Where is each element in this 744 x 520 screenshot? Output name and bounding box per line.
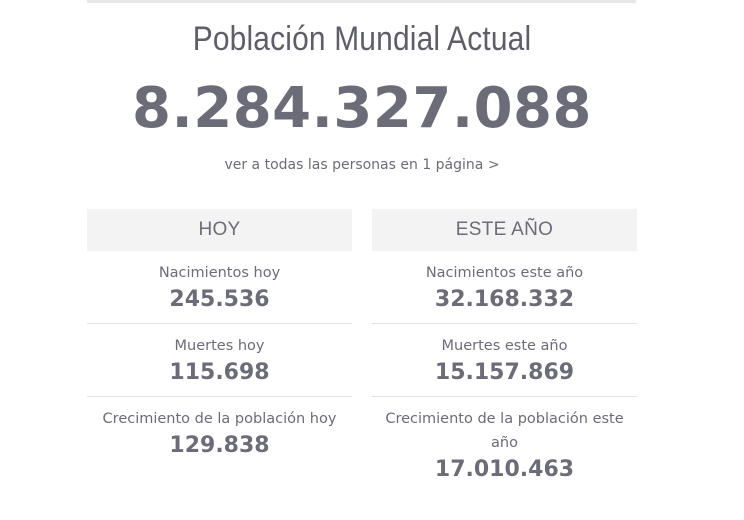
deaths-today-value: 115.698 <box>169 360 270 385</box>
today-column: HOY Nacimientos hoy 245.536 Muertes hoy … <box>87 209 352 469</box>
growth-year-label: Crecimiento de la población este año <box>385 411 624 451</box>
births-today-stat: Nacimientos hoy 245.536 <box>87 251 352 324</box>
top-divider <box>87 0 636 3</box>
births-year-label: Nacimientos este año <box>425 265 584 281</box>
deaths-year-stat: Muertes este año 15.157.869 <box>372 324 637 397</box>
births-today-label: Nacimientos hoy <box>158 265 281 281</box>
today-header: HOY <box>87 209 352 251</box>
deaths-year-label: Muertes este año <box>441 338 568 354</box>
births-year-stat: Nacimientos este año 32.168.332 <box>372 251 637 324</box>
births-today-value: 245.536 <box>169 287 270 312</box>
growth-today-label: Crecimiento de la población hoy <box>102 411 337 427</box>
births-year-value: 32.168.332 <box>434 287 575 312</box>
population-counter: 8.284.327.088 <box>132 76 592 141</box>
deaths-today-label: Muertes hoy <box>174 338 265 354</box>
see-all-people-link[interactable]: ver a todas las personas en 1 página > <box>224 157 500 173</box>
growth-year-value: 17.010.463 <box>434 457 575 482</box>
this-year-column: ESTE AÑO Nacimientos este año 32.168.332… <box>372 209 637 482</box>
growth-today-value: 129.838 <box>169 433 270 458</box>
this-year-header: ESTE AÑO <box>372 209 637 251</box>
deaths-today-stat: Muertes hoy 115.698 <box>87 324 352 397</box>
page-title: Población Mundial Actual <box>192 20 532 58</box>
growth-today-stat: Crecimiento de la población hoy 129.838 <box>87 397 352 469</box>
deaths-year-value: 15.157.869 <box>434 360 575 385</box>
growth-year-stat: Crecimiento de la población este año 17.… <box>372 397 637 482</box>
